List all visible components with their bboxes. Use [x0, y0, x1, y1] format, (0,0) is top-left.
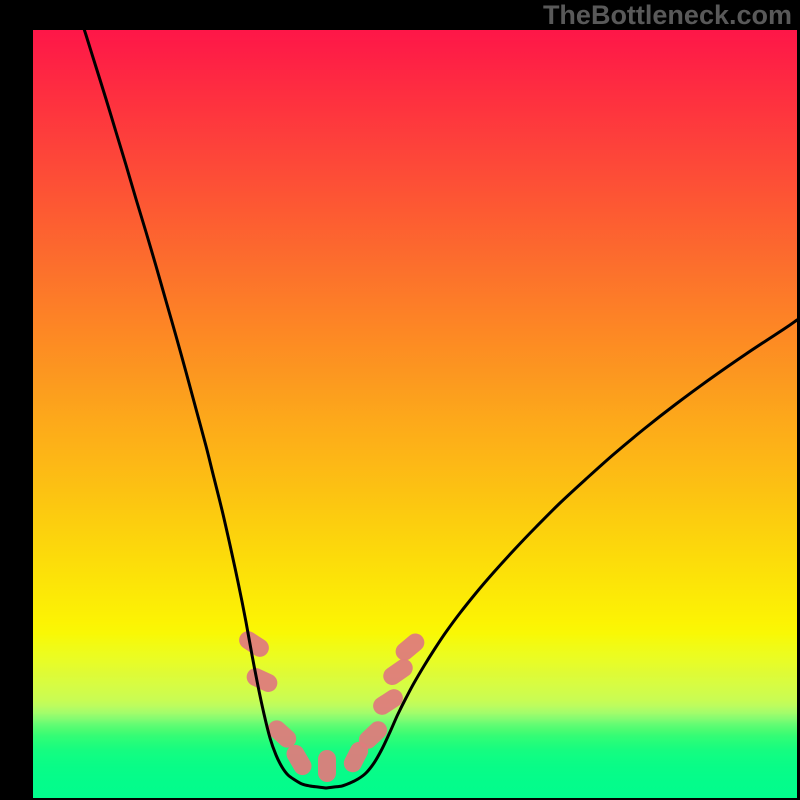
watermark-text: TheBottleneck.com — [543, 0, 792, 31]
chart-stage: TheBottleneck.com — [0, 0, 800, 800]
heat-gradient-background — [33, 30, 797, 798]
